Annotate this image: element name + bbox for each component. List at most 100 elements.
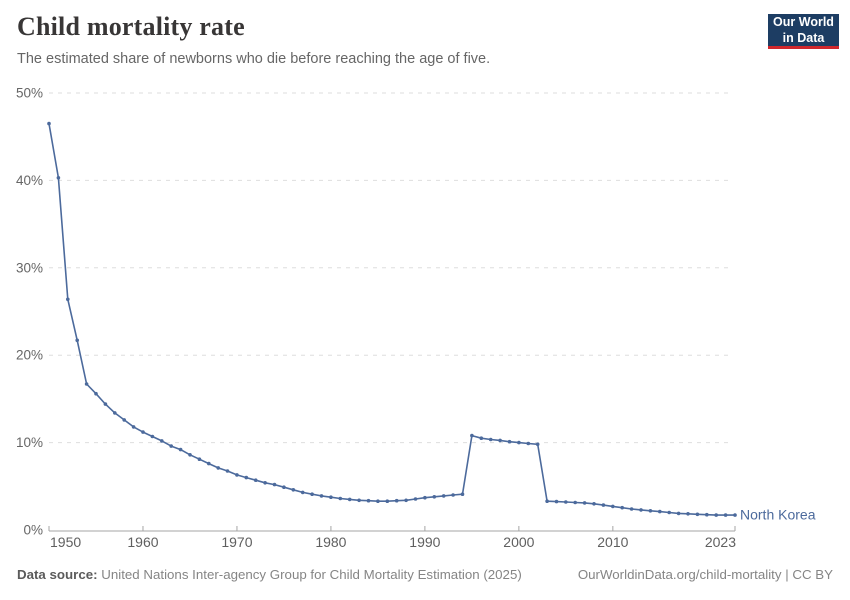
data-point-2006[interactable] [573,500,577,505]
data-point-1990[interactable] [423,495,427,500]
data-point-2004[interactable] [554,499,559,504]
data-point-1961[interactable] [150,434,155,439]
x-tick-label-2010: 2010 [597,534,628,550]
data-point-1999[interactable] [507,439,512,444]
data-point-2021[interactable] [714,513,718,517]
data-point-2002[interactable] [535,442,540,447]
x-tick-label-1970: 1970 [221,534,252,550]
data-source-label: Data source: [17,567,98,582]
data-point-1986[interactable] [385,499,390,504]
page-title: Child mortality rate [17,12,245,41]
data-point-1975[interactable] [282,485,286,490]
data-point-1951[interactable] [56,176,61,180]
chart-subtitle: The estimated share of newborns who die … [17,51,491,67]
data-point-1997[interactable] [488,437,493,442]
data-point-1957[interactable] [113,411,117,415]
data-point-1987[interactable] [394,498,399,503]
data-point-1964[interactable] [178,447,183,452]
data-point-1998[interactable] [498,438,502,443]
data-point-1952[interactable] [66,297,70,302]
data-point-1995[interactable] [470,433,474,438]
data-point-2010[interactable] [611,504,615,509]
data-point-2011[interactable] [620,505,624,510]
data-point-2016[interactable] [667,510,671,515]
footer-citation-link[interactable]: OurWorldinData.org/child-mortality | CC … [577,567,833,582]
data-point-1976[interactable] [291,488,296,492]
data-point-1980[interactable] [329,495,333,500]
x-tick-label-1980: 1980 [315,534,346,550]
entity-label-north-korea[interactable]: North Korea [740,507,816,523]
data-point-1974[interactable] [272,482,277,487]
data-point-2013[interactable] [639,508,643,512]
data-source-text: United Nations Inter-agency Group for Ch… [97,567,522,582]
data-point-2008[interactable] [592,502,596,506]
data-point-1978[interactable] [310,492,314,497]
data-source: Data source: United Nations Inter-agency… [17,567,522,582]
y-tick-label-20: 20% [16,348,43,363]
data-point-1971[interactable] [244,475,249,480]
data-point-2020[interactable] [705,512,709,517]
data-point-1993[interactable] [451,493,455,497]
data-point-1973[interactable] [263,481,267,485]
data-point-1956[interactable] [103,402,108,406]
data-point-1953[interactable] [75,338,79,343]
data-point-1991[interactable] [432,495,437,499]
data-point-1965[interactable] [188,453,192,457]
data-point-1963[interactable] [169,444,173,448]
data-point-1966[interactable] [197,457,202,462]
x-tick-label-2000: 2000 [503,534,534,550]
data-point-1968[interactable] [216,466,220,470]
series-line-north-korea[interactable] [48,123,735,516]
data-point-1979[interactable] [319,494,324,498]
data-point-1981[interactable] [338,496,343,501]
data-point-1977[interactable] [300,490,305,495]
data-point-1982[interactable] [347,497,352,502]
data-point-1984[interactable] [366,498,371,503]
child-mortality-line-chart[interactable]: 0% 10% 20% 30% 40% 50% 1950 1960 1970 1980 1990 200… [0,80,850,560]
data-point-1972[interactable] [253,478,258,483]
data-point-1985[interactable] [376,499,380,504]
data-point-2019[interactable] [695,512,700,517]
owid-logo[interactable]: Our World in Data [768,14,839,49]
data-point-2022[interactable] [723,513,728,517]
y-tick-label-0: 0% [23,523,43,538]
data-point-1958[interactable] [122,418,126,422]
data-point-1967[interactable] [207,461,211,466]
owid-logo-line2: in Data [782,31,825,45]
data-point-1983[interactable] [357,498,361,503]
data-point-1996[interactable] [479,436,484,441]
data-point-2012[interactable] [629,507,634,511]
data-point-2007[interactable] [582,501,587,505]
data-point-2009[interactable] [601,503,606,507]
data-point-2018[interactable] [686,512,690,516]
data-point-1950[interactable] [47,121,51,126]
y-tick-label-40: 40% [16,173,43,188]
data-point-2005[interactable] [564,500,568,504]
data-point-1954[interactable] [84,382,89,386]
data-point-1959[interactable] [131,425,136,429]
data-point-2015[interactable] [658,509,662,514]
data-point-2000[interactable] [517,440,521,445]
y-tick-label-10: 10% [16,435,43,450]
y-tick-label-50: 50% [16,86,43,101]
owid-logo-line1: Our World [773,15,834,29]
data-point-1988[interactable] [404,498,408,503]
data-point-2017[interactable] [676,511,681,516]
data-point-2003[interactable] [545,499,549,504]
data-point-1962[interactable] [160,439,164,443]
chart-footer: Data source: United Nations Inter-agency… [17,567,833,582]
data-point-1992[interactable] [441,494,446,498]
data-point-1989[interactable] [413,497,418,501]
data-point-1955[interactable] [94,391,98,396]
data-point-2023[interactable] [733,513,737,517]
x-tick-label-1960: 1960 [127,534,158,550]
data-point-1994[interactable] [460,492,465,497]
x-tick-label-1950: 1950 [50,534,81,550]
data-point-2001[interactable] [526,441,531,446]
data-point-1969[interactable] [225,469,230,473]
x-tick-label-2023: 2023 [705,534,736,550]
data-point-2014[interactable] [648,509,653,513]
data-point-1960[interactable] [141,430,145,434]
data-point-1970[interactable] [235,473,239,477]
